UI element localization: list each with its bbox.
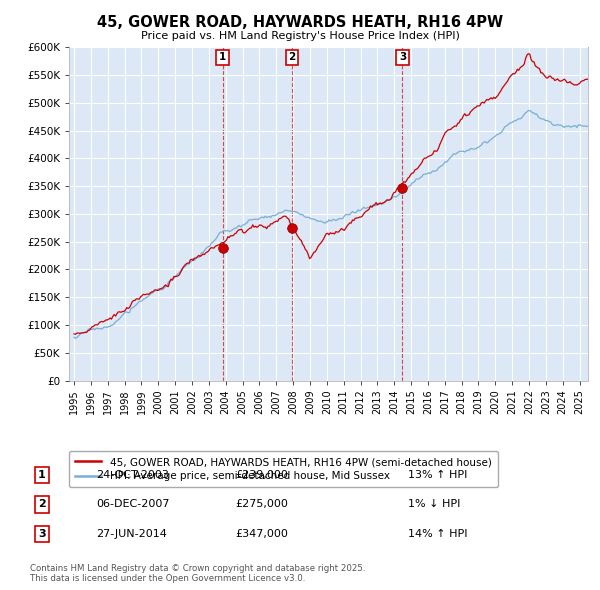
Text: £347,000: £347,000 — [235, 529, 288, 539]
Text: £239,000: £239,000 — [235, 470, 288, 480]
Text: 1: 1 — [219, 52, 226, 62]
Text: 45, GOWER ROAD, HAYWARDS HEATH, RH16 4PW: 45, GOWER ROAD, HAYWARDS HEATH, RH16 4PW — [97, 15, 503, 30]
Text: 2: 2 — [289, 52, 296, 62]
Text: 24-OCT-2003: 24-OCT-2003 — [96, 470, 169, 480]
Text: 27-JUN-2014: 27-JUN-2014 — [96, 529, 167, 539]
Text: 14% ↑ HPI: 14% ↑ HPI — [408, 529, 467, 539]
Text: £275,000: £275,000 — [235, 500, 288, 509]
Text: 06-DEC-2007: 06-DEC-2007 — [96, 500, 170, 509]
Text: 3: 3 — [38, 529, 46, 539]
Legend: 45, GOWER ROAD, HAYWARDS HEATH, RH16 4PW (semi-detached house), HPI: Average pri: 45, GOWER ROAD, HAYWARDS HEATH, RH16 4PW… — [69, 451, 498, 487]
Text: Contains HM Land Registry data © Crown copyright and database right 2025.
This d: Contains HM Land Registry data © Crown c… — [30, 563, 365, 583]
Text: 13% ↑ HPI: 13% ↑ HPI — [408, 470, 467, 480]
Text: 1: 1 — [38, 470, 46, 480]
Text: 3: 3 — [399, 52, 406, 62]
Text: 2: 2 — [38, 500, 46, 509]
Text: 1% ↓ HPI: 1% ↓ HPI — [408, 500, 460, 509]
Text: Price paid vs. HM Land Registry's House Price Index (HPI): Price paid vs. HM Land Registry's House … — [140, 31, 460, 41]
